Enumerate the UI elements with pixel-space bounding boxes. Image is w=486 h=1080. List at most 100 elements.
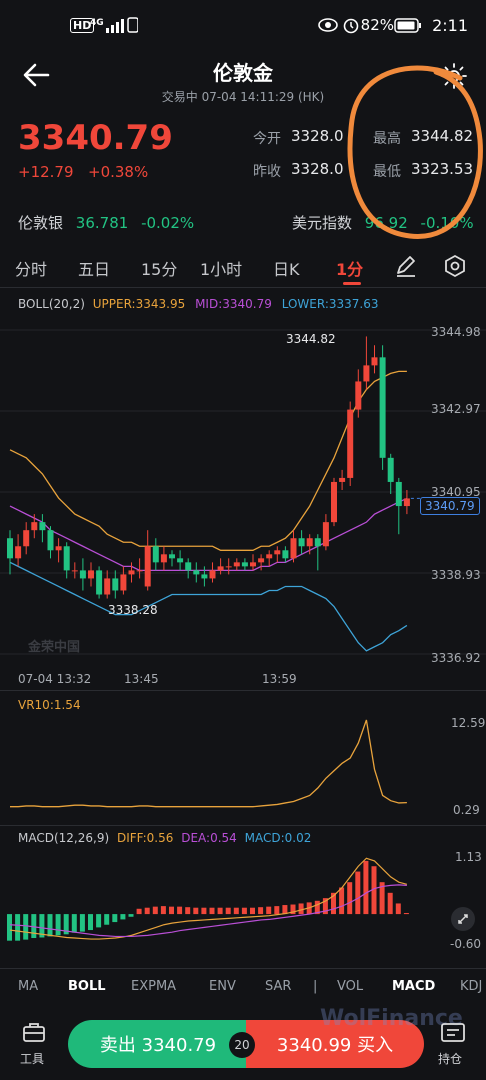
related-silver[interactable]: 伦敦银 36.781 -0.02% (18, 212, 194, 233)
y-tick: 3338.93 (431, 568, 481, 582)
trading-status: 交易中 07-04 14:11:29 (HK) (161, 90, 325, 104)
ind-tab-sar[interactable]: SAR (265, 979, 292, 994)
candle-body (169, 554, 175, 559)
macd-bar (128, 914, 134, 917)
candle-body (395, 481, 402, 507)
candle-body (79, 570, 86, 579)
y-tick: 3344.98 (431, 325, 481, 339)
ind-tab-boll[interactable]: BOLL (68, 979, 106, 994)
sell-button[interactable]: 卖出 3340.79 (68, 1020, 248, 1068)
tab-1hour[interactable]: 1小时 (200, 260, 243, 279)
candle-body (55, 546, 62, 551)
macd-bar (298, 903, 304, 915)
settings-hexagon-icon[interactable] (443, 254, 467, 278)
candle-body (355, 381, 362, 410)
trade-footer: 工具 卖出 3340.79 3340.99 买入 20 WolFinance 持… (0, 1006, 486, 1080)
candle-body (193, 570, 200, 575)
fullscreen-icon[interactable] (450, 906, 476, 932)
candle-body (88, 570, 94, 579)
macd-bar (79, 914, 85, 932)
vr-line (10, 719, 407, 808)
ind-tab-separator: | (313, 979, 318, 994)
divider (0, 825, 486, 826)
prev-close-label: 昨收 (253, 164, 281, 180)
x-tick: 13:45 (124, 672, 159, 686)
candle-body (63, 546, 70, 571)
macd-bar (290, 904, 296, 915)
boll-upper: UPPER:3343.95 (92, 297, 186, 311)
candle-body (298, 538, 305, 547)
candle-body (233, 562, 240, 567)
macd-bar (225, 907, 231, 915)
candle-body (217, 566, 224, 571)
candle-body (258, 558, 265, 563)
candle-body (339, 477, 346, 482)
ind-tab-kdj[interactable]: KDJ (460, 979, 483, 994)
candle-body (15, 546, 22, 559)
toolbox-icon[interactable] (22, 1020, 46, 1044)
vr-max: 12.59 (451, 716, 486, 730)
macd-bar (282, 905, 288, 915)
candle-body (144, 546, 151, 587)
min-price-label: 3338.28 (108, 603, 158, 617)
related-dxy[interactable]: 美元指数 96.92 -0.10% (292, 212, 474, 233)
vr-chart[interactable] (0, 712, 486, 820)
tab-five-day[interactable]: 五日 (78, 260, 111, 279)
macd-dea-line (9, 884, 407, 938)
macd-bar (152, 906, 158, 915)
boll-legend: BOLL(20,2) UPPER:3343.95 MID:3340.79 LOW… (18, 297, 379, 311)
tab-daily[interactable]: 日K (273, 260, 300, 279)
candle-body (379, 357, 386, 458)
macd-bar (233, 907, 239, 915)
holdings-label[interactable]: 持仓 (438, 1052, 463, 1066)
ind-tab-expma[interactable]: EXPMA (131, 979, 177, 994)
holdings-icon[interactable] (440, 1020, 466, 1044)
macd-bar (347, 882, 353, 915)
ind-tab-ma[interactable]: MA (18, 979, 39, 994)
candle-body (71, 570, 78, 572)
macd-max: 1.13 (455, 850, 482, 864)
ind-tab-macd[interactable]: MACD (392, 979, 436, 994)
macd-min: -0.60 (450, 937, 482, 951)
macd-bar (314, 900, 320, 915)
macd-bar (39, 914, 45, 938)
pencil-icon[interactable] (394, 254, 418, 278)
tools-label[interactable]: 工具 (20, 1052, 45, 1066)
x-tick: 13:59 (262, 672, 297, 686)
macd-bar (403, 913, 409, 915)
highlight-circle-annotation (347, 65, 483, 239)
ind-tab-env[interactable]: ENV (209, 979, 236, 994)
back-arrow-icon[interactable] (20, 60, 54, 90)
open-label: 今开 (253, 131, 281, 147)
candlestick-chart[interactable] (0, 316, 486, 668)
price-change-percent: +0.38% (88, 163, 149, 181)
macd-bar (112, 914, 118, 923)
macd-value: MACD:0.02 (244, 831, 312, 845)
boll-lower: LOWER:3337.63 (281, 297, 379, 311)
macd-bar (258, 907, 264, 915)
candle-body (363, 365, 370, 382)
header: 伦敦金 交易中 07-04 14:11:29 (HK) (0, 52, 486, 108)
tab-15min[interactable]: 15分 (141, 260, 178, 279)
low-value: 3323.53 (411, 160, 474, 178)
macd-bar (250, 907, 255, 915)
tab-timeshare[interactable]: 分时 (15, 260, 48, 279)
macd-bar (185, 907, 191, 915)
macd-chart[interactable] (0, 850, 486, 952)
candle-body (136, 570, 143, 572)
high-value: 3344.82 (411, 127, 474, 145)
macd-bar (363, 860, 369, 915)
tab-1min[interactable]: 1分 (336, 260, 364, 279)
candle-body (322, 522, 329, 547)
hd-indicator: HD (70, 18, 95, 33)
y-tick: 3340.95 (431, 485, 481, 499)
macd-legend: MACD(12,26,9) DIFF:0.56 DEA:0.54 MACD:0.… (18, 831, 311, 845)
macd-bar (104, 914, 110, 925)
ind-tab-vol[interactable]: VOL (337, 979, 364, 994)
candle-body (306, 538, 313, 547)
candle-body (201, 574, 208, 579)
candle-body (160, 554, 167, 563)
indicator-tabs: MA BOLL EXPMA ENV SAR | VOL MACD KDJ (0, 968, 486, 1004)
buy-button[interactable]: 3340.99 买入 (246, 1020, 424, 1068)
y-tick: 3336.92 (431, 651, 481, 665)
